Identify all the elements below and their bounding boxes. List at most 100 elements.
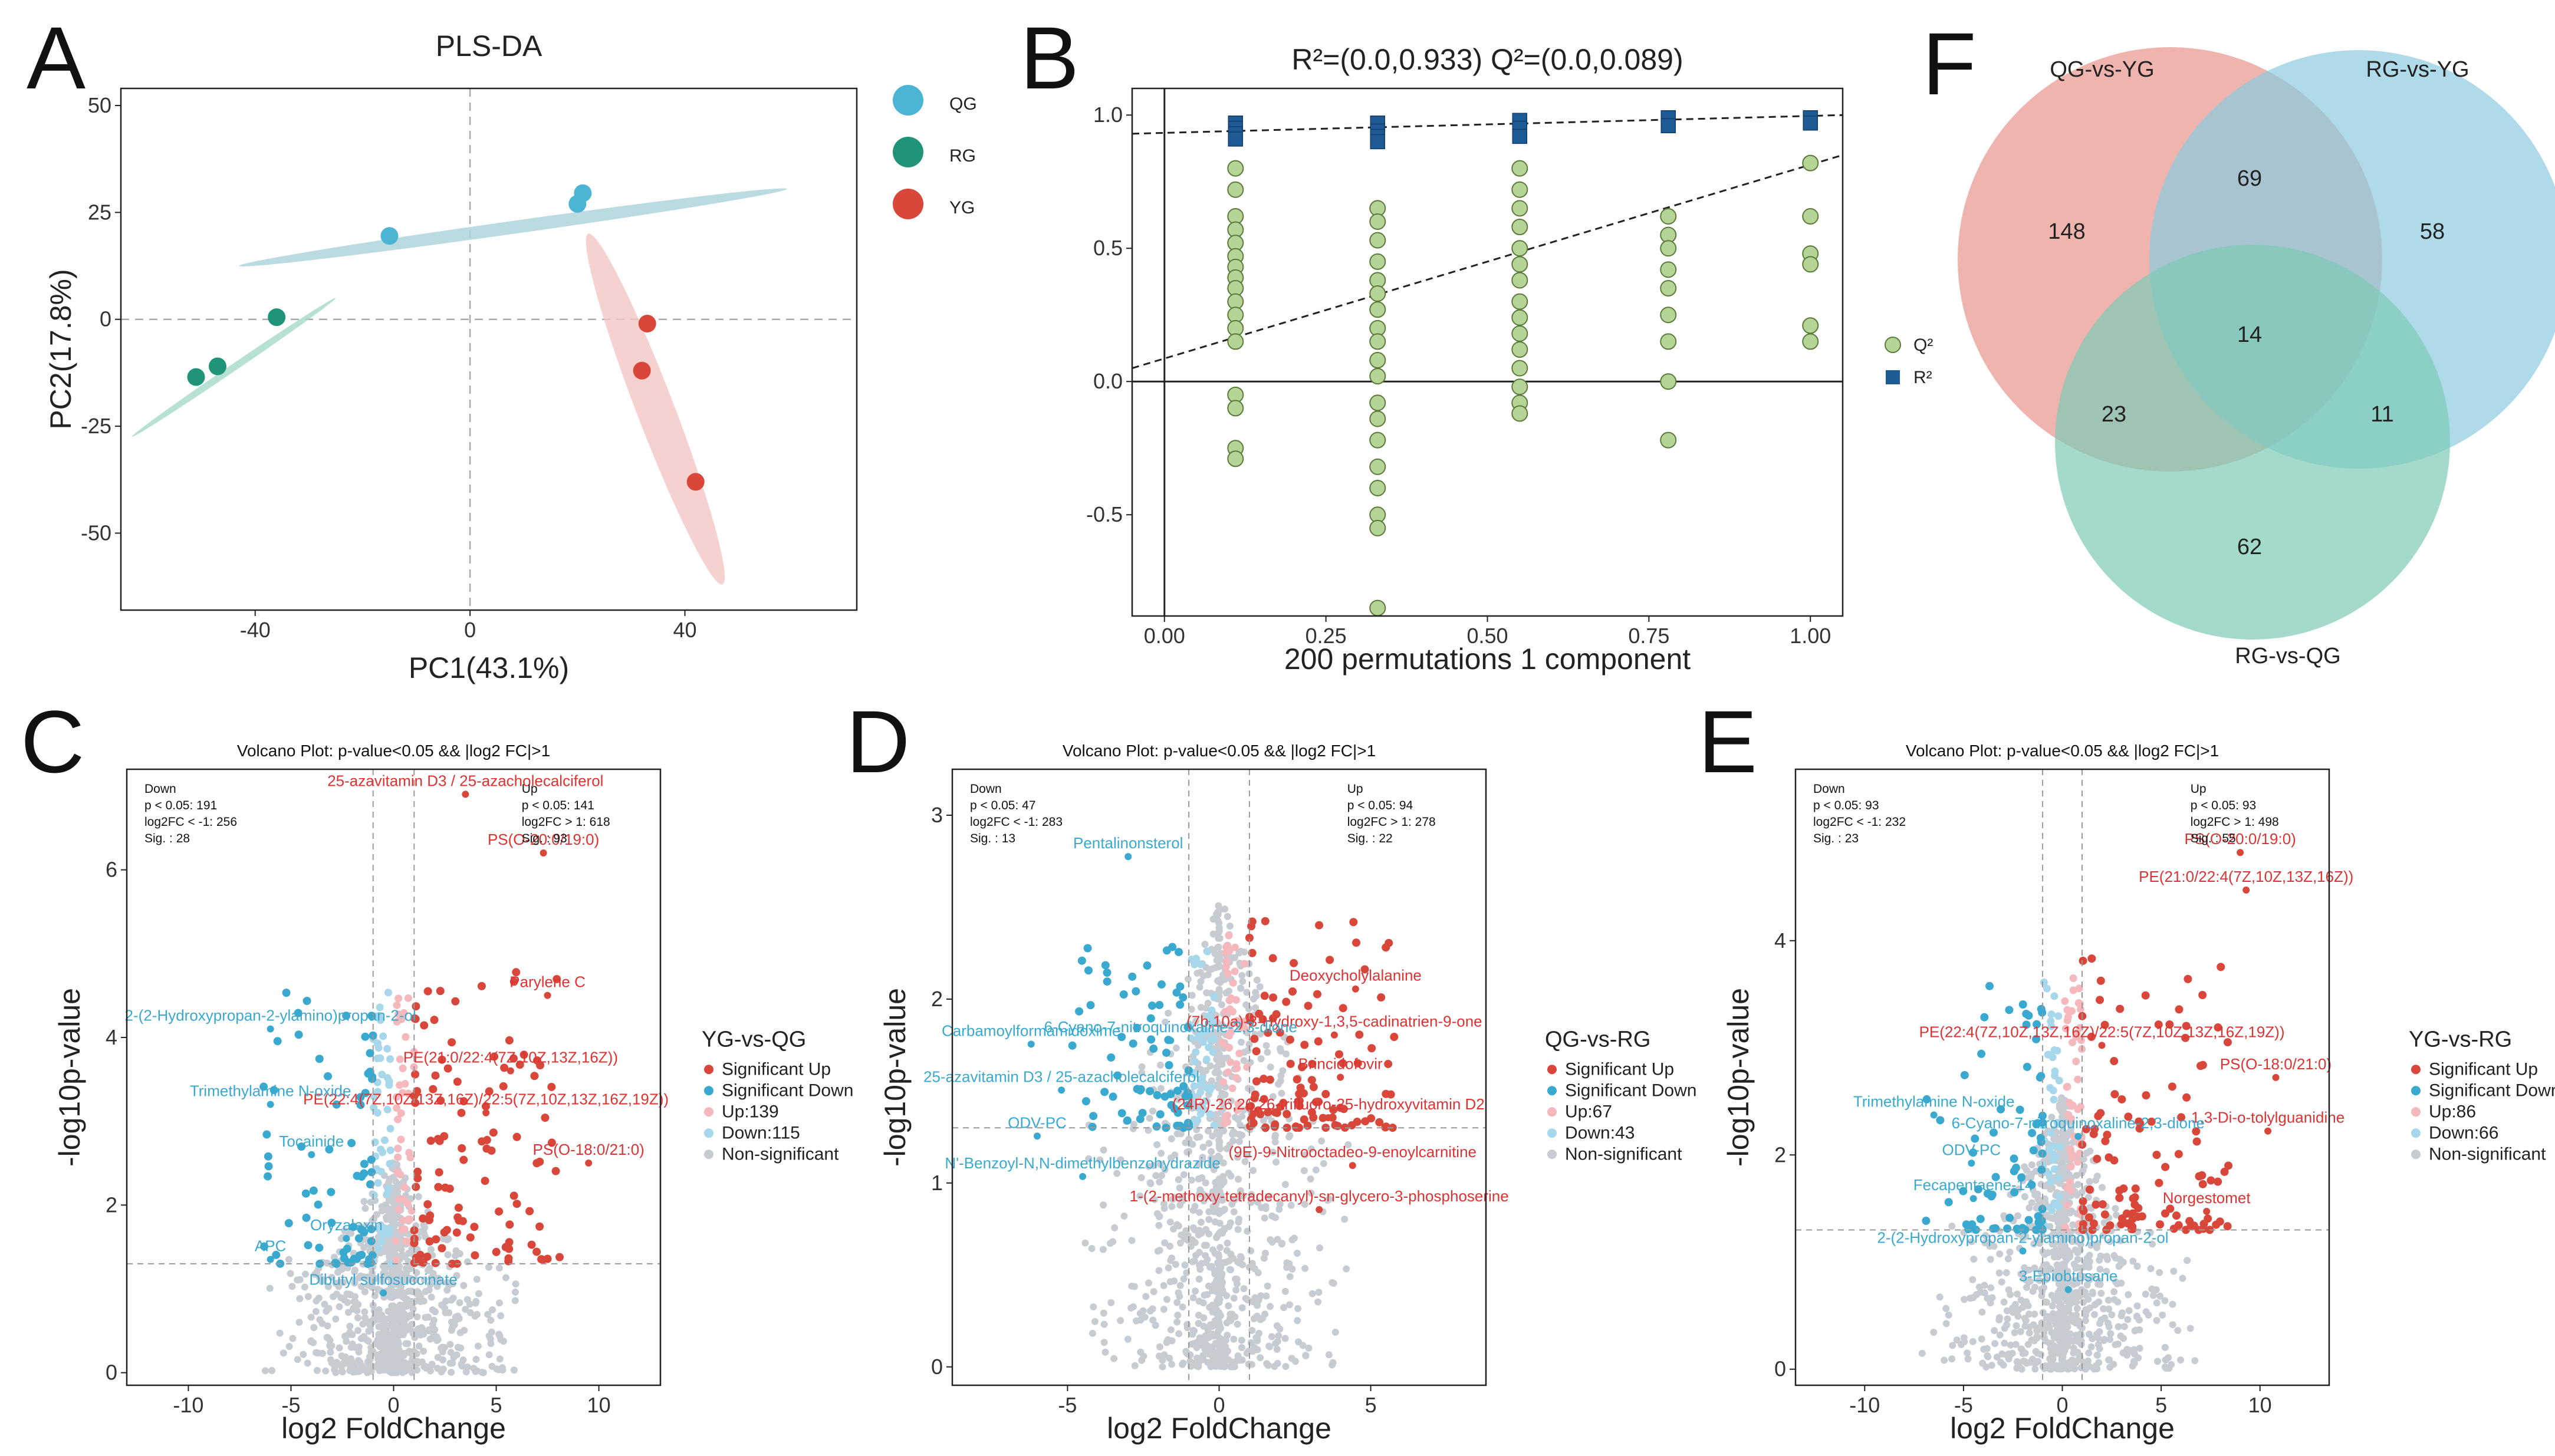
up-light-point [2067,1115,2075,1123]
sig-down-point [1101,961,1110,970]
nonsig-point [438,1301,446,1309]
sig-down-point [325,1145,334,1154]
nonsig-point [1936,1293,1944,1301]
up-light-point [393,1168,402,1176]
nonsig-point [1199,1355,1207,1362]
sig-down-point [1980,1013,1989,1022]
sig-up-point [2166,1204,2175,1213]
nonsig-point [2064,1342,2071,1350]
sig-down-point [1128,972,1137,981]
up-light-point [2069,1151,2077,1159]
sig-down-point [1166,1090,1175,1099]
legend-swatch [1547,1107,1557,1117]
point-label: Tocainide [279,1132,344,1150]
nonsig-point [422,1362,429,1370]
sig-up-point [2192,1137,2201,1146]
nonsig-point [346,1322,354,1330]
sig-up-point [2100,1020,2109,1029]
sig-up-point [425,1237,434,1246]
nonsig-point [1226,1219,1234,1227]
sig-up-point [2127,1225,2136,1234]
nonsig-point [2186,1325,2194,1332]
nonsig-point [1215,1327,1222,1335]
point-label: ODV-PC [1942,1141,2001,1158]
sig-up-point [2147,1117,2156,1126]
nonsig-point [425,1313,432,1321]
nonsig-point [304,1293,312,1300]
point-label: ODV-PC [1008,1114,1067,1131]
nonsig-point [392,1363,399,1371]
sig-up-point [411,1070,420,1079]
yg-point [633,361,651,380]
nonsig-point [1166,1243,1173,1250]
nonsig-point [360,1244,368,1251]
nonsig-point [363,1273,371,1281]
nonsig-point [1189,1359,1196,1367]
y-tick-label: 0 [1774,1357,1786,1381]
sig-up-point [458,1144,466,1152]
sig-up-point [1254,1106,1262,1115]
labeled-point [1124,853,1132,861]
nonsig-point [2058,1361,2066,1369]
nonsig-point [1219,1099,1226,1106]
legend-swatch [704,1065,713,1075]
nonsig-point [2078,1188,2086,1196]
nonsig-point [2159,1311,2166,1319]
x-tick-label: -5 [281,1393,300,1417]
r2-point [1660,118,1676,134]
nonsig-point [2108,1311,2116,1319]
rg-point [187,368,205,386]
sig-up-point [2207,1176,2215,1185]
sig-up-point [2088,1226,2097,1234]
nonsig-point [1942,1320,1950,1327]
q2-point [1369,285,1386,302]
nonsig-point [1222,1259,1229,1266]
nonsig-point [2086,1233,2094,1240]
sig-down-point [1153,1091,1162,1099]
nonsig-point [2101,1314,2109,1322]
nonsig-point [2057,1161,2065,1168]
sig-down-point [1136,1085,1145,1093]
sig-up-point [1367,1044,1376,1053]
sig-down-point [2021,1226,2030,1234]
up-light-point [394,1153,402,1161]
up-light-point [400,1009,408,1017]
nonsig-point [2022,1267,2030,1274]
sig-down-point [360,1159,369,1168]
nonsig-point [266,1284,274,1292]
nonsig-point [1240,1057,1248,1065]
nonsig-point [359,1320,367,1328]
q2-point [1511,378,1528,396]
nonsig-point [391,1274,399,1282]
nonsig-point [399,1351,407,1359]
sig-up-point [1321,1090,1330,1099]
nonsig-point [1171,1151,1179,1159]
nonsig-point [1967,1294,1974,1302]
nonsig-point [1160,1204,1168,1212]
nonsig-point [1283,1259,1291,1267]
nonsig-point [1163,1296,1170,1303]
sig-up-point [2214,1023,2222,1032]
chart-title: PLS-DA [436,29,542,62]
up-light-point [1231,943,1239,951]
nonsig-point [453,1271,461,1279]
nonsig-point [1149,1107,1156,1115]
nonsig-point [2005,1286,2013,1294]
nonsig-point [484,1310,492,1318]
nonsig-point [1231,1196,1238,1204]
nonsig-point [1111,1224,1119,1231]
down-light-point [1199,1038,1207,1046]
nonsig-point [413,1313,421,1320]
chart-title: Volcano Plot: p-value<0.05 && |log2 FC|>… [1906,742,2219,760]
nonsig-point [1161,1239,1169,1247]
point-label: (7b,10a)-3-Hydroxy-1,3,5-cadinatrien-9-o… [1186,1013,1482,1030]
sig-up-point [423,1200,432,1208]
nonsig-point [1285,1301,1293,1309]
nonsig-point [1195,1249,1203,1256]
stats-up-line: Up [522,782,538,796]
nonsig-point [2112,1205,2119,1213]
sig-up-point [2175,1005,2184,1014]
nonsig-point [2146,1228,2154,1236]
nonsig-point [1146,1179,1154,1187]
down-light-point [378,1070,386,1079]
